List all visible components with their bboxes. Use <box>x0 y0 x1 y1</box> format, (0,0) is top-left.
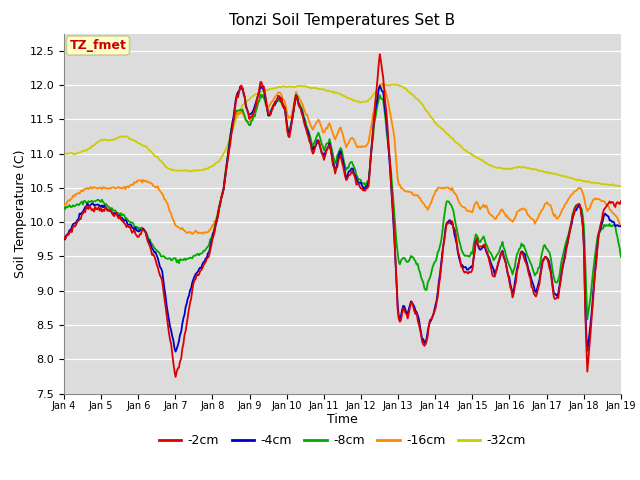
Y-axis label: Soil Temperature (C): Soil Temperature (C) <box>13 149 27 278</box>
Text: TZ_fmet: TZ_fmet <box>70 39 127 52</box>
Legend: -2cm, -4cm, -8cm, -16cm, -32cm: -2cm, -4cm, -8cm, -16cm, -32cm <box>154 429 531 452</box>
Title: Tonzi Soil Temperatures Set B: Tonzi Soil Temperatures Set B <box>229 13 456 28</box>
X-axis label: Time: Time <box>327 413 358 426</box>
